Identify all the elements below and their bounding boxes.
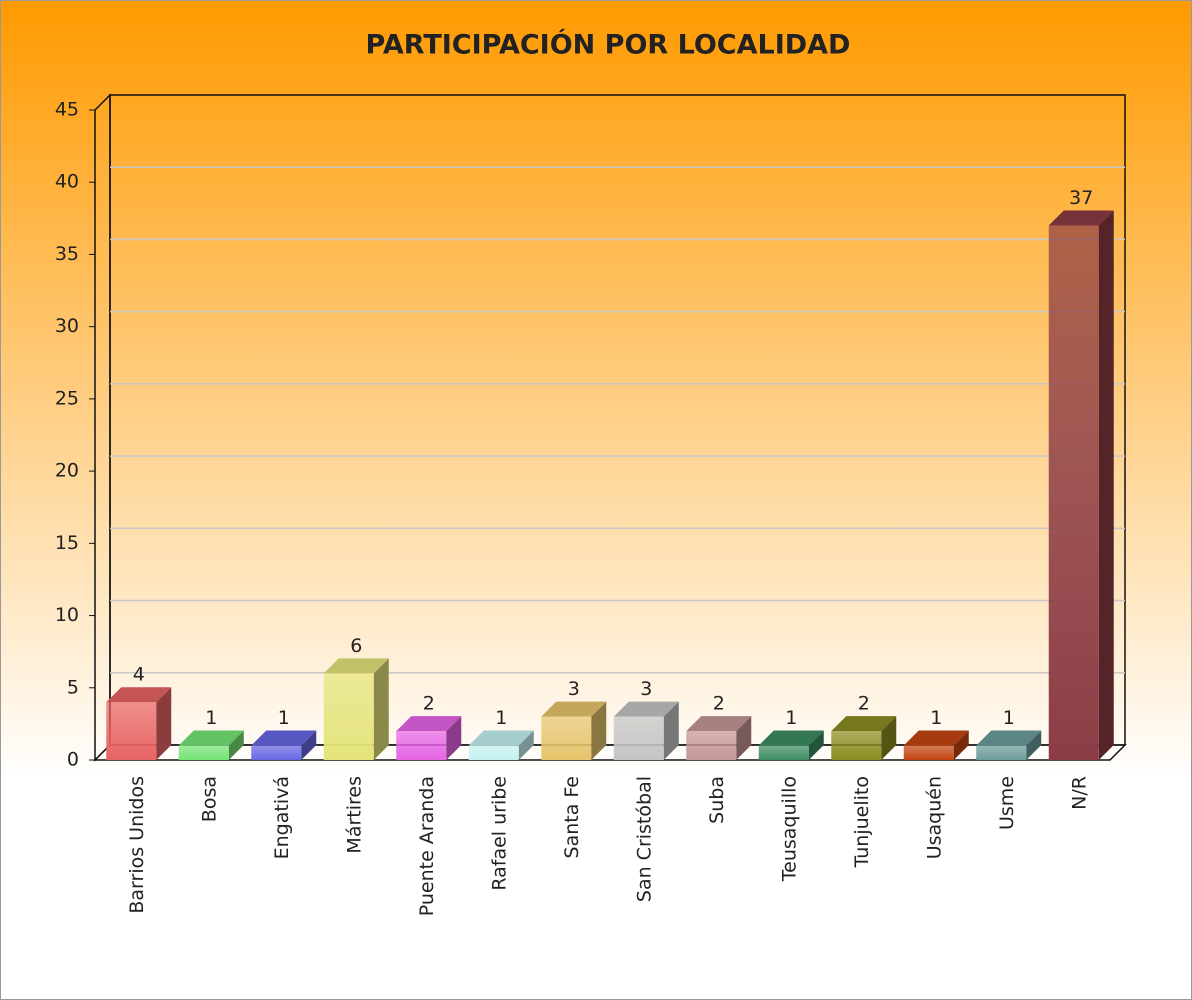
bar bbox=[1048, 225, 1099, 761]
bar-top bbox=[396, 716, 462, 732]
x-tick-label: Tunjuelito bbox=[851, 776, 873, 868]
x-tick-label: Teusaquillo bbox=[778, 776, 800, 882]
data-label: 1 bbox=[495, 707, 507, 729]
bar-top bbox=[831, 716, 897, 732]
x-tick-label: Bosa bbox=[198, 776, 220, 822]
y-tick-label: 35 bbox=[55, 243, 79, 265]
y-tick-label: 45 bbox=[55, 99, 79, 121]
y-tick-label: 40 bbox=[55, 171, 79, 193]
data-label: 2 bbox=[858, 693, 870, 715]
data-label: 37 bbox=[1069, 187, 1093, 209]
x-tick-label: Barrios Unidos bbox=[126, 776, 148, 914]
bar bbox=[251, 745, 302, 760]
bar-side bbox=[953, 730, 969, 760]
x-tick-label: Engativá bbox=[271, 776, 293, 859]
data-label: 2 bbox=[423, 693, 435, 715]
bar bbox=[396, 731, 447, 760]
data-label: 1 bbox=[205, 707, 217, 729]
bar-side bbox=[808, 730, 824, 760]
x-tick-label: Usaquén bbox=[923, 776, 945, 859]
bar bbox=[106, 702, 157, 760]
bar-top bbox=[758, 730, 824, 746]
bar-top bbox=[251, 730, 317, 746]
bar bbox=[541, 716, 592, 760]
data-label: 1 bbox=[1003, 707, 1015, 729]
bar-top bbox=[903, 730, 969, 746]
x-tick-label: Usme bbox=[996, 776, 1018, 830]
bar-top bbox=[178, 730, 244, 746]
bar-top bbox=[686, 716, 752, 732]
data-label: 2 bbox=[713, 693, 725, 715]
y-tick-label: 5 bbox=[67, 676, 79, 698]
data-label: 1 bbox=[930, 707, 942, 729]
bar-side bbox=[446, 716, 462, 760]
y-tick-label: 0 bbox=[67, 749, 79, 771]
bar-side bbox=[663, 701, 679, 760]
data-label: 1 bbox=[785, 707, 797, 729]
bar bbox=[468, 745, 519, 760]
floor bbox=[93, 744, 1127, 761]
x-tick-label: Rafael uribe bbox=[488, 776, 510, 891]
bar-top bbox=[541, 701, 607, 717]
x-tick-label: Mártires bbox=[343, 776, 365, 854]
data-label: 6 bbox=[350, 635, 362, 657]
y-tick-label: 25 bbox=[55, 387, 79, 409]
bar bbox=[976, 745, 1027, 760]
x-tick-label: N/R bbox=[1068, 776, 1090, 810]
x-tick-label: Suba bbox=[706, 776, 728, 824]
bar bbox=[903, 745, 954, 760]
bar-side bbox=[156, 687, 172, 760]
bar-side bbox=[373, 658, 389, 760]
bar-side bbox=[518, 730, 534, 760]
bar bbox=[831, 731, 882, 760]
x-tick-label: Puente Aranda bbox=[416, 776, 438, 916]
data-label: 1 bbox=[278, 707, 290, 729]
bar bbox=[323, 673, 374, 760]
x-tick-label: San Cristóbal bbox=[633, 776, 655, 902]
bar-top bbox=[976, 730, 1042, 746]
x-tick-label: Santa Fe bbox=[561, 776, 583, 858]
bar-top bbox=[613, 701, 679, 717]
bar-side bbox=[301, 730, 317, 760]
data-label: 3 bbox=[640, 678, 652, 700]
bar-top bbox=[323, 658, 389, 674]
chart-title: PARTICIPACIÓN POR LOCALIDAD bbox=[366, 29, 851, 61]
y-tick-label: 15 bbox=[55, 532, 79, 554]
bar bbox=[686, 731, 737, 760]
bar-side bbox=[736, 716, 752, 760]
bar-top bbox=[468, 730, 534, 746]
bar-top bbox=[106, 687, 172, 703]
bar-side bbox=[1026, 730, 1042, 760]
bar-side bbox=[228, 730, 244, 760]
y-tick-label: 30 bbox=[55, 315, 79, 337]
bar-side bbox=[591, 701, 607, 760]
y-tick-label: 20 bbox=[55, 460, 79, 482]
bar-top bbox=[1048, 210, 1114, 226]
bar bbox=[758, 745, 809, 760]
bar bbox=[178, 745, 229, 760]
data-label: 3 bbox=[568, 678, 580, 700]
bar bbox=[613, 716, 664, 760]
bar-side bbox=[881, 716, 897, 760]
y-tick-label: 10 bbox=[55, 604, 79, 626]
data-label: 4 bbox=[133, 664, 145, 686]
bar-side bbox=[1098, 210, 1114, 761]
